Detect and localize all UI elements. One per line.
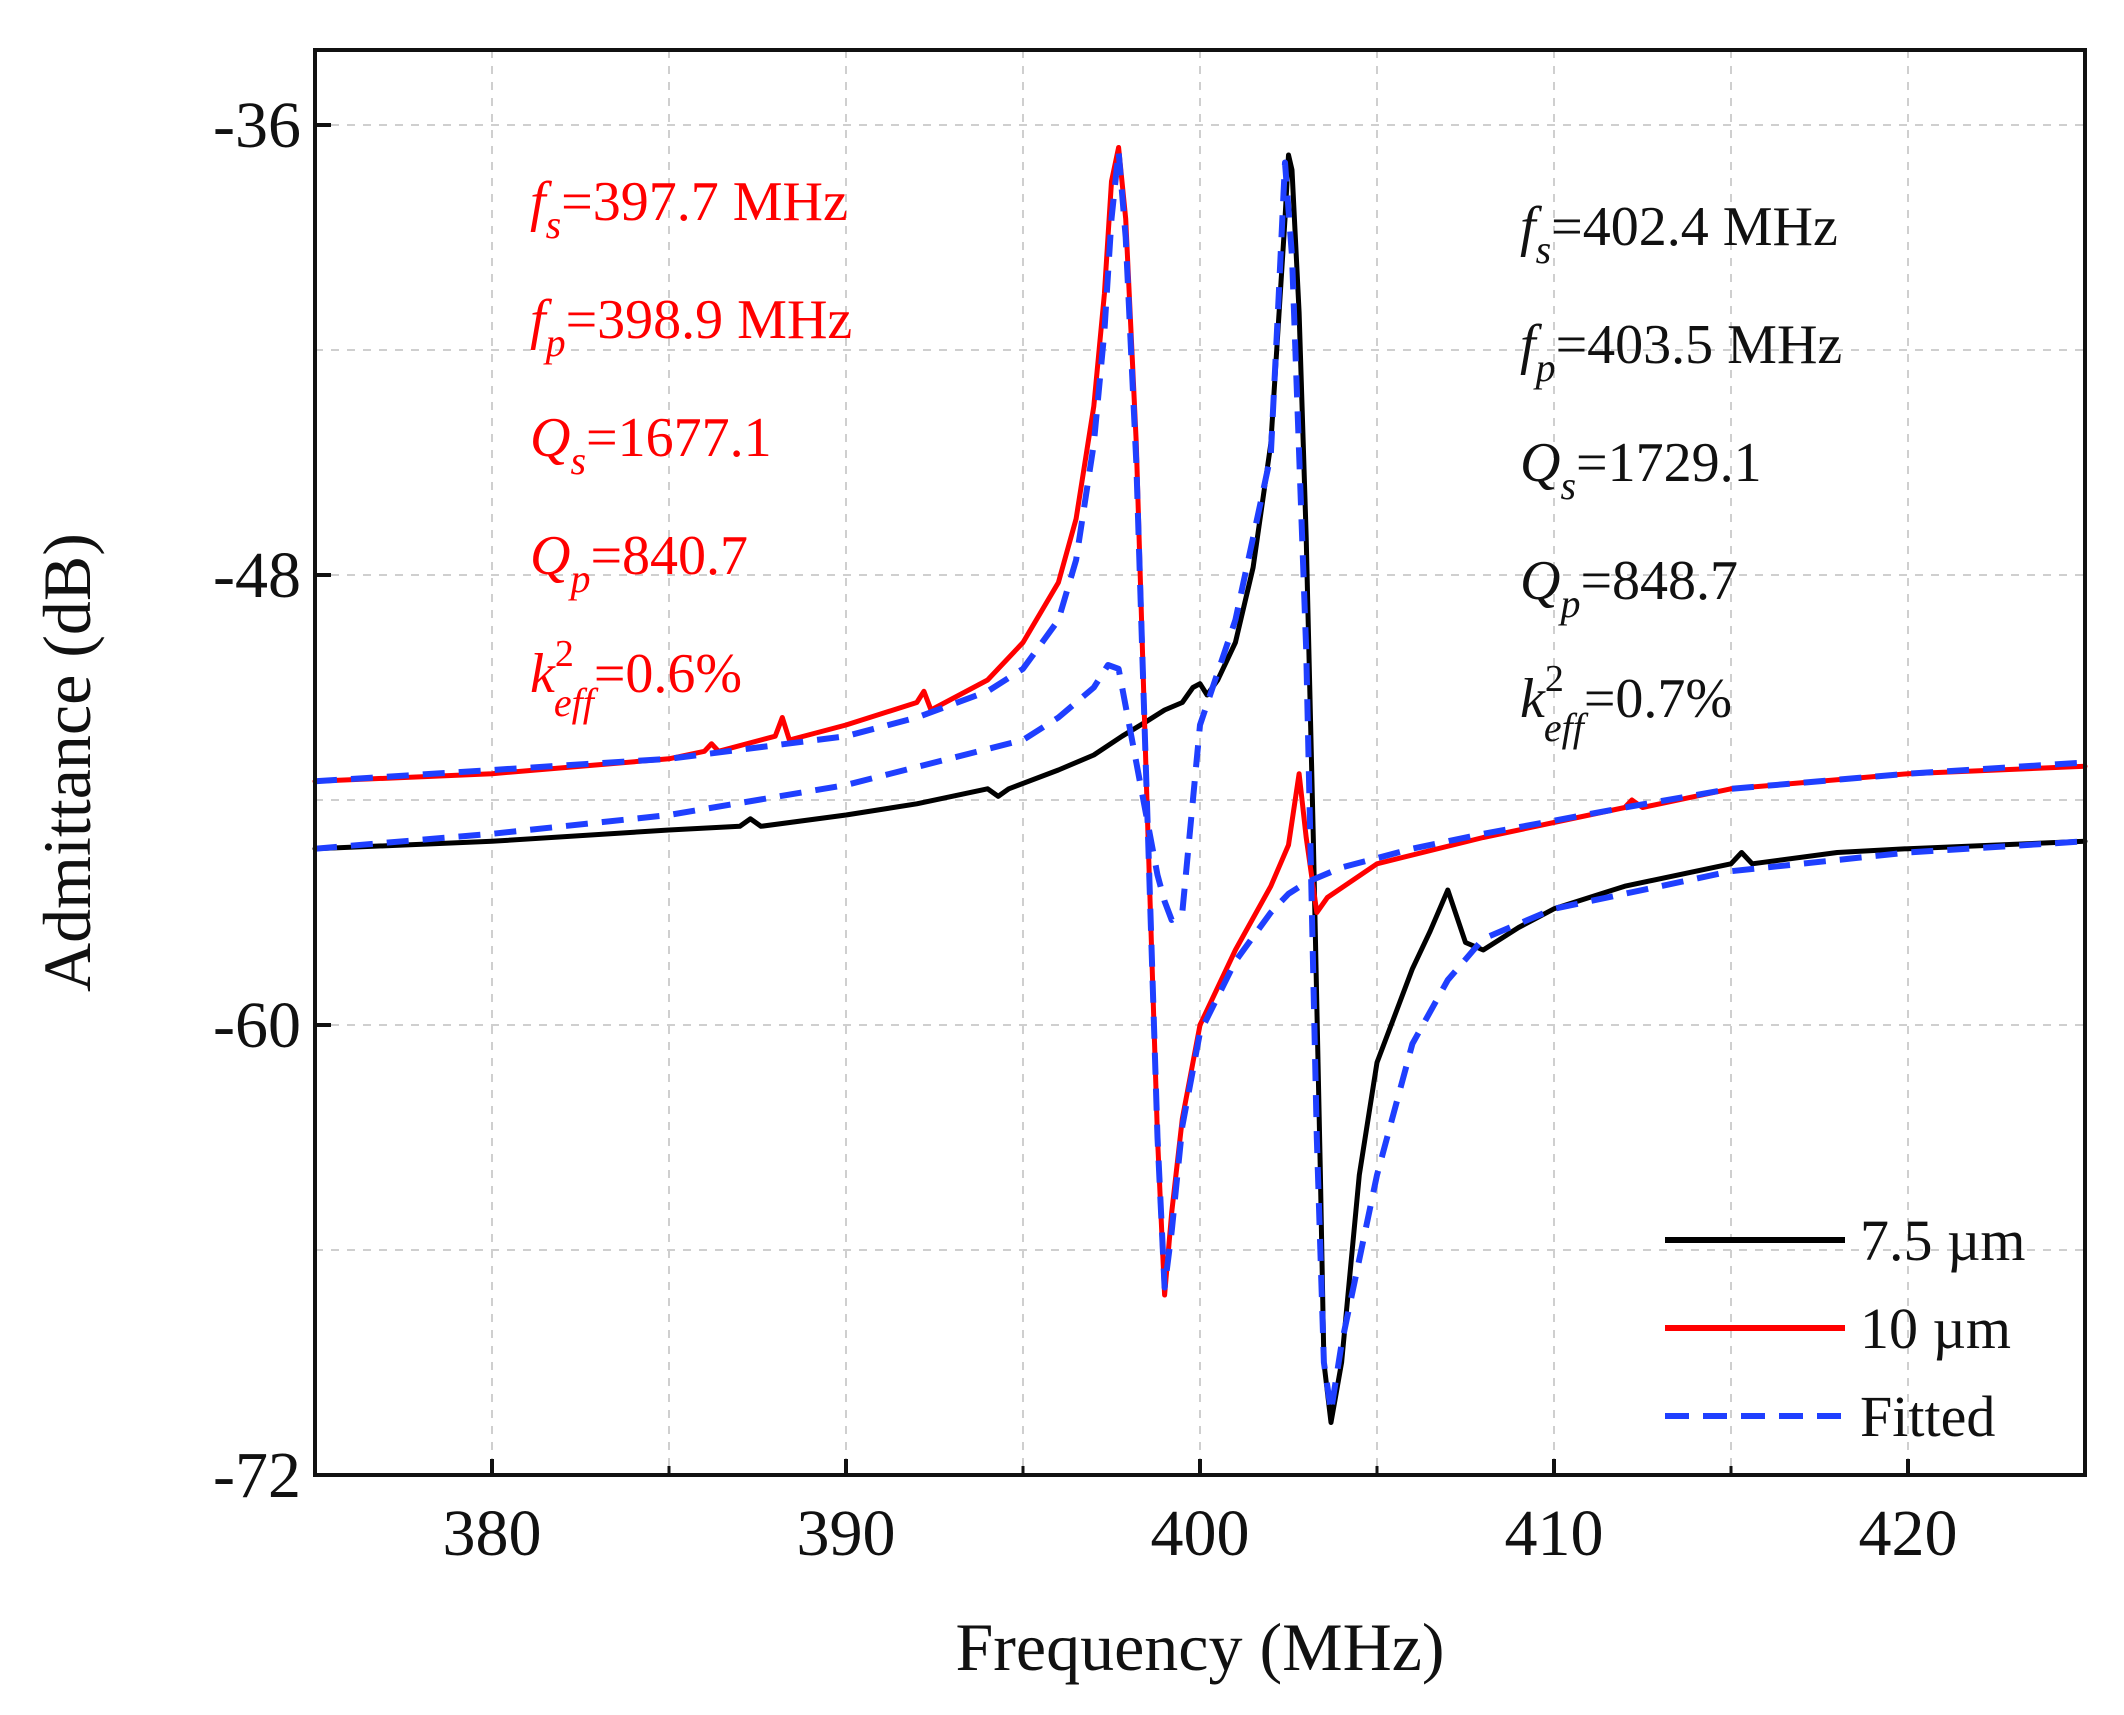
x-tick-label: 390 [797, 1497, 896, 1570]
x-axis-title: Frequency (MHz) [955, 1609, 1444, 1685]
y-axis-title: Admittance (dB) [29, 533, 105, 992]
legend-label-1: 10 µm [1860, 1296, 2011, 1361]
annotation-black-1: fp=403.5 MHz [1520, 314, 1842, 390]
series-line-1 [312, 145, 2088, 1298]
x-tick-label: 420 [1859, 1497, 1958, 1570]
annotation-black-3: Qp=848.7 [1520, 550, 1738, 626]
annotation-red-2: Qs=1677.1 [530, 407, 772, 483]
y-tick-label: -72 [213, 1439, 301, 1512]
annotations: fs=397.7 MHz fp=398.9 MHz Qs=1677.1 Qp=840.… [530, 171, 1842, 750]
y-tick-label: -60 [213, 989, 301, 1062]
annotation-black-4: k2 eff=0.7% [1520, 658, 1732, 750]
annotation-black-2: Qs=1729.1 [1520, 432, 1762, 508]
annotation-red-1: fp=398.9 MHz [530, 289, 852, 365]
series-group [312, 145, 2088, 1425]
x-tick-label: 400 [1151, 1497, 1250, 1570]
legend: 7.5 µm 10 µm Fitted [1665, 1208, 2026, 1449]
annotation-black-0: fs=402.4 MHz [1520, 196, 1838, 272]
annotation-red-0: fs=397.7 MHz [530, 171, 848, 247]
legend-label-2: Fitted [1860, 1384, 1995, 1449]
x-tick-label: 380 [443, 1497, 542, 1570]
annotation-red-4: k2 eff=0.6% [530, 633, 742, 725]
series-line-2 [314, 159, 2086, 1415]
legend-label-0: 7.5 µm [1860, 1208, 2026, 1273]
grid [314, 50, 2085, 1475]
annotation-red-3: Qp=840.7 [530, 525, 748, 601]
axis-ticks: 380 390 400 410 420 -36 -48 -60 -72 [213, 89, 2087, 1570]
y-tick-label: -36 [213, 89, 301, 162]
x-tick-label: 410 [1505, 1497, 1604, 1570]
y-tick-label: -48 [213, 539, 301, 612]
series-line-3 [314, 148, 2086, 1291]
